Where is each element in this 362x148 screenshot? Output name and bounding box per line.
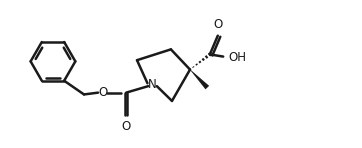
Text: O: O — [98, 86, 108, 99]
Text: O: O — [213, 18, 222, 31]
Text: O: O — [122, 120, 131, 133]
Text: OH: OH — [228, 51, 247, 64]
Text: N: N — [148, 78, 156, 91]
Polygon shape — [190, 69, 209, 89]
